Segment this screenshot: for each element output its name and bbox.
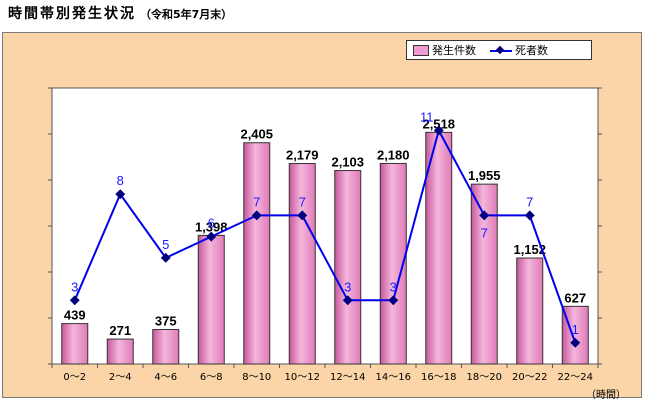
- deaths-line: [73, 127, 577, 344]
- line-point: [524, 210, 535, 221]
- bar-value-label: 1,398: [195, 219, 228, 234]
- line-point: [297, 210, 308, 221]
- bar: [516, 257, 544, 365]
- bar: [425, 131, 453, 365]
- x-tick-label: 4～6: [154, 372, 177, 383]
- bar: [243, 142, 271, 365]
- legend-item-line: 死者数: [490, 42, 548, 58]
- bar: [106, 338, 134, 365]
- x-tick-label: 22～24: [558, 372, 593, 383]
- bar-value-label: 2,405: [240, 127, 273, 142]
- line-value-label: 3: [71, 279, 78, 294]
- line-point: [206, 231, 217, 242]
- line-value-label: 1: [572, 322, 579, 337]
- bar: [334, 170, 362, 365]
- bar-value-label: 2,103: [331, 155, 364, 170]
- legend-line-swatch: [490, 46, 512, 55]
- x-tick-label: 12～14: [330, 372, 365, 383]
- line-point: [342, 295, 353, 306]
- bar: [152, 329, 180, 365]
- x-tick-label: 6～8: [200, 372, 223, 383]
- line-point: [115, 189, 126, 200]
- x-tick-label: 10～12: [285, 372, 320, 383]
- line-value-label: 7: [253, 194, 260, 209]
- line-point: [251, 210, 262, 221]
- line-value-label: 3: [390, 279, 397, 294]
- chart-legend: 発生件数 死者数: [406, 40, 592, 60]
- legend-line-label: 死者数: [515, 44, 548, 57]
- bar: [61, 323, 89, 365]
- line-value-label: 7: [481, 225, 488, 240]
- bar-value-label: 2,180: [377, 147, 410, 162]
- bar-value-label: 375: [155, 314, 177, 329]
- x-tick-label: 20～22: [512, 372, 547, 383]
- x-tick-label: 18～20: [467, 372, 502, 383]
- page-title: 時間帯別発生状況 （令和5年7月末）: [8, 3, 232, 23]
- bar: [197, 234, 225, 365]
- line-point: [160, 252, 171, 263]
- x-tick-label: 0～2: [63, 372, 86, 383]
- bar-value-label: 2,518: [422, 116, 455, 131]
- bar: [379, 162, 407, 365]
- line-value-label: 3: [344, 279, 351, 294]
- subtitle-text: （令和5年7月末）: [140, 8, 233, 21]
- legend-bar-label: 発生件数: [432, 44, 476, 57]
- line-point: [570, 337, 581, 348]
- legend-bar-swatch: [413, 44, 429, 56]
- bar-value-label: 1,955: [468, 168, 501, 183]
- x-axis-unit: （時間）: [586, 390, 626, 401]
- x-tick-label: 16～18: [421, 372, 456, 383]
- line-point: [388, 295, 399, 306]
- x-tick-label: 2～4: [109, 372, 132, 383]
- x-tick-label: 14～16: [376, 372, 411, 383]
- bar-value-label: 627: [564, 290, 586, 305]
- line-value-label: 11: [420, 109, 434, 124]
- line-point: [479, 210, 490, 221]
- legend-item-bar: 発生件数: [413, 42, 476, 58]
- x-tick-label: 8～10: [242, 372, 271, 383]
- bar: [288, 163, 316, 365]
- line-value-label: 7: [299, 194, 306, 209]
- bar-value-label: 271: [109, 323, 131, 338]
- line-value-label: 8: [117, 173, 124, 188]
- line-value-label: 5: [162, 237, 169, 252]
- bar-value-label: 1,152: [513, 242, 546, 257]
- plot-area: [51, 87, 599, 365]
- line-value-label: 6: [208, 216, 215, 231]
- title-text: 時間帯別発生状況: [8, 6, 136, 22]
- line-value-label: 7: [526, 194, 533, 209]
- line-point: [433, 125, 444, 136]
- bar-value-label: 439: [64, 308, 86, 323]
- bar-value-label: 2,179: [286, 148, 319, 163]
